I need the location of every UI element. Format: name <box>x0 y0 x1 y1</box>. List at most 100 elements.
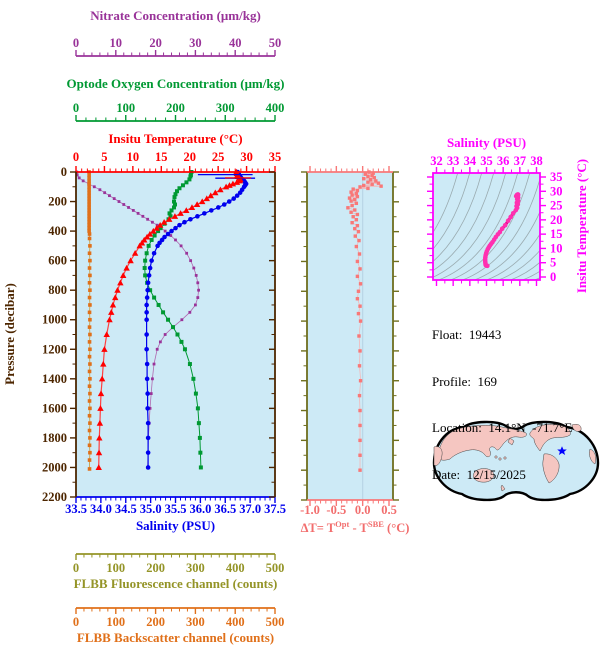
land-mass-greenland <box>571 423 582 432</box>
delta-t-marker <box>366 174 370 179</box>
ts-s-tick-label: 32 <box>430 154 443 168</box>
land-mass-island <box>494 455 498 459</box>
delta-t-marker <box>356 229 361 234</box>
backscatter-tick-label: 0 <box>73 615 79 629</box>
series-nitrate-marker <box>155 223 159 227</box>
density-contour <box>533 277 540 280</box>
series-backscatter-marker <box>87 467 92 471</box>
density-contour <box>433 173 471 250</box>
series-salinity-marker <box>145 420 151 426</box>
series-temperature-marker <box>183 207 190 213</box>
series-temperature-marker <box>119 272 127 278</box>
fluorescence-tick-label: 400 <box>226 561 245 575</box>
series-temperature-marker <box>222 183 230 190</box>
series-backscatter-marker <box>87 214 91 219</box>
series-oxygen-marker <box>156 229 161 234</box>
series-nitrate-marker <box>127 206 130 209</box>
ts-s-tick-label: 38 <box>530 154 543 168</box>
series-salinity-marker <box>144 346 149 352</box>
series-oxygen-marker <box>168 214 173 219</box>
series-backscatter-marker <box>87 229 91 233</box>
series-temperature-marker <box>127 257 134 264</box>
nitrate-tick-label: 0 <box>73 36 79 50</box>
series-backscatter-marker <box>87 232 92 236</box>
series-nitrate-marker <box>75 173 79 177</box>
delta-t-line <box>347 171 382 471</box>
series-nitrate-marker <box>163 229 167 233</box>
density-contour <box>433 173 483 262</box>
series-oxygen-marker <box>193 391 198 396</box>
series-oxygen-marker <box>156 302 161 307</box>
series-temperature-marker <box>96 434 103 441</box>
series-nitrate-marker <box>174 238 177 242</box>
nitrate-axis-title: Nitrate Concentration (μm/kg) <box>90 8 261 23</box>
series-oxygen-marker <box>177 186 182 191</box>
series-nitrate-marker <box>141 214 145 218</box>
series-salinity-marker <box>145 450 151 455</box>
nitrate-tick-label: 50 <box>269 36 282 50</box>
temperature-tick-label: 0 <box>73 150 79 164</box>
delta-t-marker <box>346 206 350 210</box>
series-salinity-marker <box>202 211 207 216</box>
ts-s-tick-label: 35 <box>480 154 493 168</box>
series-nitrate-marker <box>117 200 121 203</box>
density-contour <box>449 173 531 280</box>
series-backscatter-marker <box>87 384 92 389</box>
ts-t-tick-label: 35 <box>550 170 563 184</box>
series-temperature-marker <box>146 230 154 237</box>
series-temperature-marker <box>109 301 117 308</box>
series-backscatter-marker <box>88 244 92 248</box>
series-temperature-marker <box>95 464 102 471</box>
density-contour <box>433 173 459 234</box>
series-temperature-marker <box>188 204 196 211</box>
series-oxygen-marker <box>172 199 177 204</box>
series-oxygen-marker <box>143 273 148 278</box>
ts-x-axis-title: Salinity (PSU) <box>447 135 526 150</box>
delta-t-marker <box>374 179 378 183</box>
series-salinity-marker <box>145 287 150 293</box>
pressure-tick-label: 200 <box>48 195 67 209</box>
series-backscatter-marker <box>87 443 92 448</box>
delta-t-marker <box>354 191 359 196</box>
series-nitrate-marker <box>196 296 200 299</box>
series-temperature-marker <box>101 346 108 352</box>
density-contour <box>509 261 540 280</box>
series-backscatter-marker <box>87 310 92 315</box>
delta-t-tick-label: 0.5 <box>381 503 397 517</box>
delta-t-marker <box>358 349 362 353</box>
land-mass-south-america <box>542 453 560 484</box>
series-temperature-marker <box>97 390 105 397</box>
density-contour <box>497 249 540 280</box>
series-salinity-marker <box>237 190 243 195</box>
delta-t-marker <box>353 234 357 238</box>
temperature-tick-label: 20 <box>183 150 196 164</box>
ts-s-tick-label: 34 <box>464 154 477 168</box>
series-nitrate-marker <box>108 194 111 198</box>
series-backscatter-marker <box>87 220 91 225</box>
delta-t-marker <box>372 175 376 180</box>
series-salinity-marker <box>146 273 152 278</box>
density-contour <box>473 210 540 280</box>
fluorescence-tick-label: 0 <box>73 561 79 575</box>
backscatter-tick-label: 100 <box>106 615 125 629</box>
pressure-tick-label: 1200 <box>42 342 67 356</box>
delta-t-marker <box>354 201 359 206</box>
fluorescence-tick-label: 100 <box>106 561 125 575</box>
series-salinity-marker <box>165 231 171 237</box>
salinity-tick-label: 35.0 <box>140 502 162 516</box>
series-backscatter-marker <box>87 266 92 270</box>
series-temperature-marker <box>106 316 113 323</box>
series-backscatter-marker <box>88 303 92 307</box>
delta-t-marker <box>370 182 374 186</box>
series-oxygen-marker <box>144 251 149 256</box>
salinity-axis-title: Salinity (PSU) <box>136 518 215 533</box>
series-oxygen-marker <box>142 266 147 271</box>
delta-t-marker <box>353 208 357 212</box>
series-temperature-marker <box>217 186 224 193</box>
series-salinity-marker <box>215 205 221 210</box>
fluorescence-axis-title: FLBB Fluorescence channel (counts) <box>74 576 278 591</box>
series-salinity-marker <box>145 465 151 470</box>
series-nitrate-marker <box>131 209 135 212</box>
ts-t-tick-label: 10 <box>550 241 563 255</box>
series-backscatter-marker <box>87 354 92 359</box>
